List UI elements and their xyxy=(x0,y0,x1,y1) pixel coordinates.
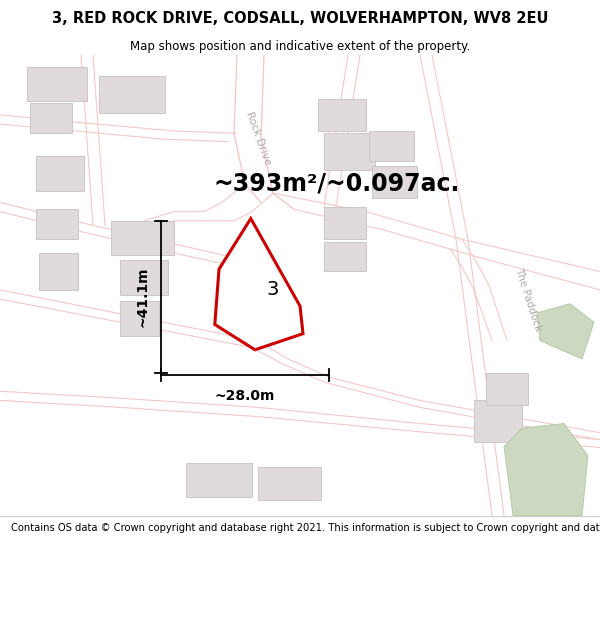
Text: ~41.1m: ~41.1m xyxy=(136,267,150,327)
Polygon shape xyxy=(36,209,78,239)
Polygon shape xyxy=(27,66,87,101)
Polygon shape xyxy=(369,131,414,161)
Polygon shape xyxy=(504,424,588,516)
Polygon shape xyxy=(486,373,528,405)
Polygon shape xyxy=(324,207,366,239)
Polygon shape xyxy=(120,260,168,294)
Polygon shape xyxy=(39,253,78,290)
Polygon shape xyxy=(537,304,594,359)
Polygon shape xyxy=(120,301,159,336)
Polygon shape xyxy=(324,241,366,271)
Text: Contains OS data © Crown copyright and database right 2021. This information is : Contains OS data © Crown copyright and d… xyxy=(11,523,600,533)
Text: 3, RED ROCK DRIVE, CODSALL, WOLVERHAMPTON, WV8 2EU: 3, RED ROCK DRIVE, CODSALL, WOLVERHAMPTO… xyxy=(52,11,548,26)
Text: Rock Drive: Rock Drive xyxy=(244,110,272,166)
Polygon shape xyxy=(372,166,417,198)
Polygon shape xyxy=(111,221,174,256)
Polygon shape xyxy=(30,103,72,133)
Polygon shape xyxy=(36,156,84,191)
Polygon shape xyxy=(258,468,321,499)
Polygon shape xyxy=(215,219,303,350)
Text: ~28.0m: ~28.0m xyxy=(215,389,275,403)
Text: The Paddock: The Paddock xyxy=(513,266,543,332)
Text: ~393m²/~0.097ac.: ~393m²/~0.097ac. xyxy=(213,172,460,196)
Polygon shape xyxy=(99,76,165,112)
Polygon shape xyxy=(474,401,522,442)
Text: 3: 3 xyxy=(267,281,279,299)
Polygon shape xyxy=(186,462,252,498)
Polygon shape xyxy=(318,99,366,131)
Text: Map shows position and indicative extent of the property.: Map shows position and indicative extent… xyxy=(130,39,470,52)
Polygon shape xyxy=(324,133,375,170)
